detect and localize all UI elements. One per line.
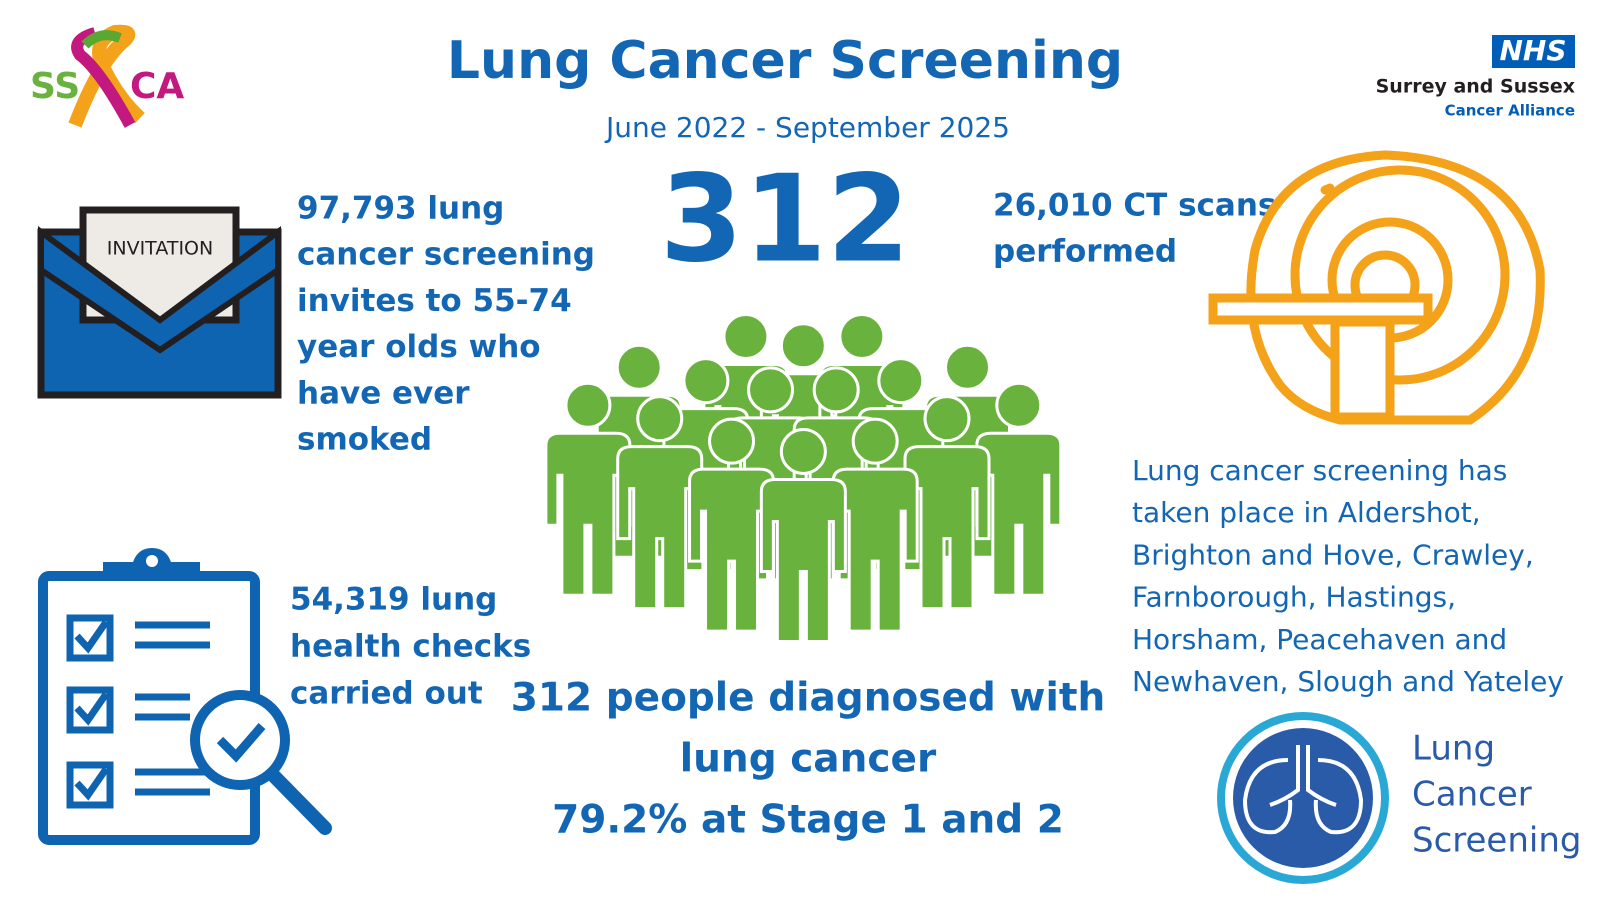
text-line: taken place in Aldershot, (1132, 496, 1481, 529)
nhs-badge (1492, 35, 1575, 68)
text-line: 79.2% at Stage 1 and 2 (552, 798, 1064, 843)
text-line: Lung (1412, 729, 1495, 769)
org-name: Surrey and Sussex (1376, 76, 1575, 98)
magnifier-check (216, 723, 266, 763)
person-head (838, 313, 886, 361)
person-head (995, 381, 1043, 429)
magnifier (190, 690, 290, 790)
programme-logo-text: Lung Cancer Screening (1412, 729, 1581, 861)
nhs-text: NHS (1499, 34, 1566, 67)
person-head (722, 313, 770, 361)
flap (38, 226, 281, 354)
text-line: 312 people diagnosed with (511, 676, 1106, 721)
person-body (759, 477, 847, 643)
text-line: performed (993, 234, 1177, 270)
ct-text: 26,010 CT scans performed (993, 188, 1276, 270)
title: Lung Cancer Screening (447, 31, 1123, 91)
people-icon (544, 313, 1063, 643)
text-line: 97,793 lung (297, 191, 504, 227)
person-head (877, 357, 925, 405)
diagnosed-text: 312 people diagnosed with lung cancer 79.2… (511, 676, 1106, 843)
scanner-ring (1290, 165, 1510, 385)
org-sub: Cancer Alliance (1445, 102, 1575, 120)
person-head (851, 417, 899, 465)
text-line: 26,010 CT scans (993, 188, 1276, 224)
locations-text: Lung cancer screening has taken place in … (1132, 454, 1564, 698)
person-head (636, 395, 684, 443)
ct-scanner-icon (1208, 150, 1545, 425)
scanner-stand (1330, 317, 1395, 422)
lungs (1242, 745, 1364, 835)
text-line: have ever (297, 375, 470, 411)
text-line: cancer screening (297, 237, 595, 273)
ssca-logo: SS CA (30, 24, 184, 128)
person-head (747, 366, 795, 414)
text-line: 54,319 lung (290, 582, 497, 618)
clipboard-icon (38, 548, 332, 845)
ribbon (81, 30, 122, 49)
person-body (903, 445, 991, 611)
envelope-icon: INVITATION (37, 206, 282, 399)
subtitle: June 2022 - September 2025 (604, 111, 1010, 144)
text-line: Brighton and Hove, Crawley, (1132, 538, 1534, 571)
ribbon (71, 27, 136, 128)
person (688, 417, 776, 633)
person-body (831, 467, 919, 633)
magnifier-handle (266, 768, 332, 835)
text-line: Newhaven, Slough and Yateley (1132, 665, 1564, 698)
person (616, 395, 704, 611)
text-line: smoked (297, 422, 432, 458)
health-checks-text: 54,319 lung health checks carried out (290, 582, 531, 712)
person-head (615, 343, 663, 391)
person-head (779, 322, 827, 370)
text-line: health checks (290, 629, 531, 665)
person-body (975, 431, 1063, 597)
envelope-label: INVITATION (107, 238, 213, 260)
logo-ring (1217, 712, 1389, 884)
person (975, 381, 1063, 597)
person-head (564, 381, 612, 429)
text-line: year olds who (297, 329, 541, 365)
text-line: Horsham, Peacehaven and (1132, 623, 1507, 656)
logo-text: SS (30, 66, 80, 107)
checklist (66, 614, 210, 809)
nhs-logo: NHS Surrey and Sussex Cancer Alliance (1376, 34, 1575, 120)
logo-disc (1233, 728, 1373, 868)
text-line: Screening (1412, 821, 1581, 861)
person (544, 381, 632, 597)
person (903, 395, 991, 611)
person-body (688, 467, 776, 633)
programme-logo (1217, 712, 1389, 884)
person-body (616, 445, 704, 611)
person (759, 427, 847, 643)
person-body (544, 431, 632, 597)
person-head (812, 366, 860, 414)
clip-hole (146, 555, 158, 567)
person-head (923, 395, 971, 443)
text-line: carried out (290, 676, 483, 712)
scanner-bed (1208, 293, 1433, 325)
text-line: Lung cancer screening has (1132, 454, 1507, 487)
text-line: Farnborough, Hastings, (1132, 581, 1456, 614)
scanner-body (1246, 150, 1545, 425)
person-head (708, 417, 756, 465)
scanner-detail (1320, 183, 1335, 195)
text-line: invites to 55-74 (297, 283, 572, 319)
headline-number: 312 (660, 151, 911, 290)
invitation-text: 97,793 lung cancer screening invites to 55… (297, 191, 595, 458)
person-head (682, 357, 730, 405)
person-head (779, 427, 827, 475)
text-line: Cancer (1412, 775, 1532, 815)
person (831, 417, 919, 633)
text-line: lung cancer (680, 737, 937, 782)
person-head (944, 343, 992, 391)
logo-text: CA (130, 66, 184, 107)
